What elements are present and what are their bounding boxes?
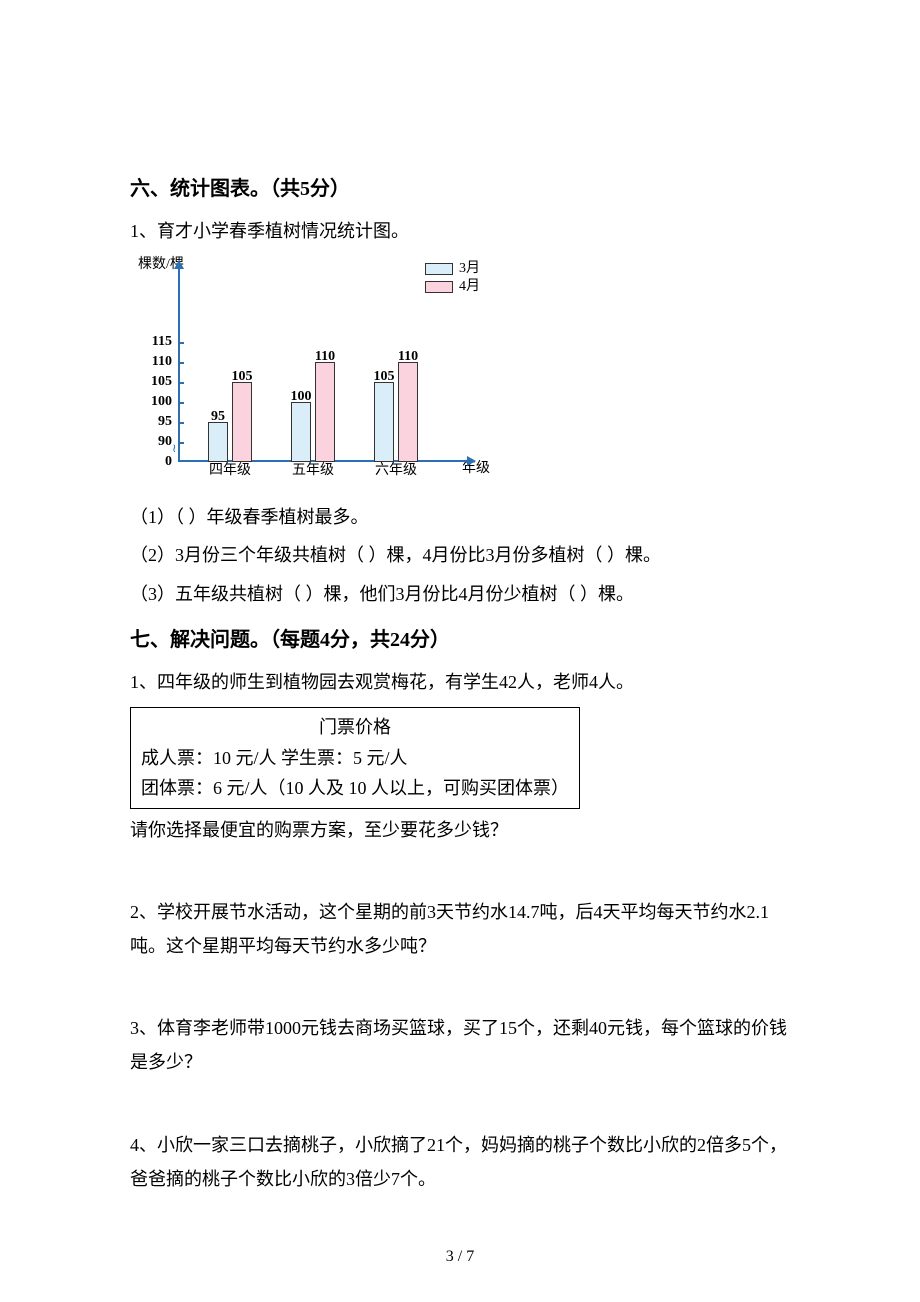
section6-header: 六、统计图表。（共5分） xyxy=(130,170,800,208)
bar-value-label: 105 xyxy=(222,364,262,391)
section7-q2: 2、学校开展节水活动，这个星期的前3天节约水14.7吨，后4天平均每天节约水2.… xyxy=(130,895,800,963)
legend-swatch-march xyxy=(425,263,453,275)
legend-label-april: 4月 xyxy=(459,278,480,296)
y-tick-mark xyxy=(178,362,184,364)
section7-q1-line2: 请你选择最便宜的购票方案，至少要花多少钱？ xyxy=(130,813,800,847)
chart-container: 棵数/棵 年级 3月 4月 09095100105110115≀四年级95105… xyxy=(130,252,800,492)
section7-q1-line1: 1、四年级的师生到植物园去观赏梅花，有学生42人，老师4人。 xyxy=(130,665,800,699)
legend-row: 4月 xyxy=(425,278,480,296)
y-tick-label: 110 xyxy=(138,355,172,369)
bar-march xyxy=(374,382,394,462)
y-tick-mark xyxy=(178,382,184,384)
y-tick-label: 90 xyxy=(138,435,172,449)
bar-april xyxy=(398,362,418,462)
bar-value-label: 110 xyxy=(388,344,428,371)
section6-q1-sub2: （2）3月份三个年级共植树（ ）棵，4月份比3月份多植树（ ）棵。 xyxy=(130,538,800,572)
page-number: 3 / 7 xyxy=(0,1242,920,1272)
y-tick-label: 0 xyxy=(138,455,172,469)
bar-april xyxy=(315,362,335,462)
ticket-line1: 成人票：10 元/人 学生票：5 元/人 xyxy=(141,743,569,774)
y-tick-mark xyxy=(178,342,184,344)
bar-march xyxy=(291,402,311,462)
legend-label-march: 3月 xyxy=(459,260,480,278)
legend-row: 3月 xyxy=(425,260,480,278)
y-tick-mark xyxy=(178,402,184,404)
y-tick-mark xyxy=(178,442,184,444)
y-axis-arrow-icon xyxy=(174,260,184,269)
bar-value-label: 110 xyxy=(305,344,345,371)
ticket-line2: 团体票：6 元/人（10 人及 10 人以上，可购买团体票） xyxy=(141,773,569,804)
axis-break-icon: ≀ xyxy=(172,444,177,452)
x-axis-arrow-icon xyxy=(467,456,476,466)
section6-q1-sub3: （3）五年级共植树（ ）棵，他们3月份比4月份少植树（ ）棵。 xyxy=(130,577,800,611)
y-tick-label: 105 xyxy=(138,375,172,389)
legend-swatch-april xyxy=(425,281,453,293)
section7-header: 七、解决问题。（每题4分，共24分） xyxy=(130,621,800,659)
ticket-title: 门票价格 xyxy=(141,712,569,743)
section7-q3: 3、体育李老师带1000元钱去商场买篮球，买了15个，还剩40元钱，每个篮球的价… xyxy=(130,1011,800,1079)
section7-q4: 4、小欣一家三口去摘桃子，小欣摘了21个，妈妈摘的桃子个数比小欣的2倍多5个，爸… xyxy=(130,1128,800,1196)
ticket-price-box: 门票价格 成人票：10 元/人 学生票：5 元/人 团体票：6 元/人（10 人… xyxy=(130,707,580,809)
bar-april xyxy=(232,382,252,462)
y-axis xyxy=(178,266,180,462)
y-tick-mark xyxy=(178,422,184,424)
y-tick-label: 115 xyxy=(138,335,172,349)
tree-chart: 棵数/棵 年级 3月 4月 09095100105110115≀四年级95105… xyxy=(130,252,490,492)
section6-q1-sub1: （1）（ ）年级春季植树最多。 xyxy=(130,500,800,534)
section6-q1-intro: 1、育才小学春季植树情况统计图。 xyxy=(130,214,800,248)
y-tick-label: 95 xyxy=(138,415,172,429)
y-tick-label: 100 xyxy=(138,395,172,409)
chart-legend: 3月 4月 xyxy=(425,260,480,296)
